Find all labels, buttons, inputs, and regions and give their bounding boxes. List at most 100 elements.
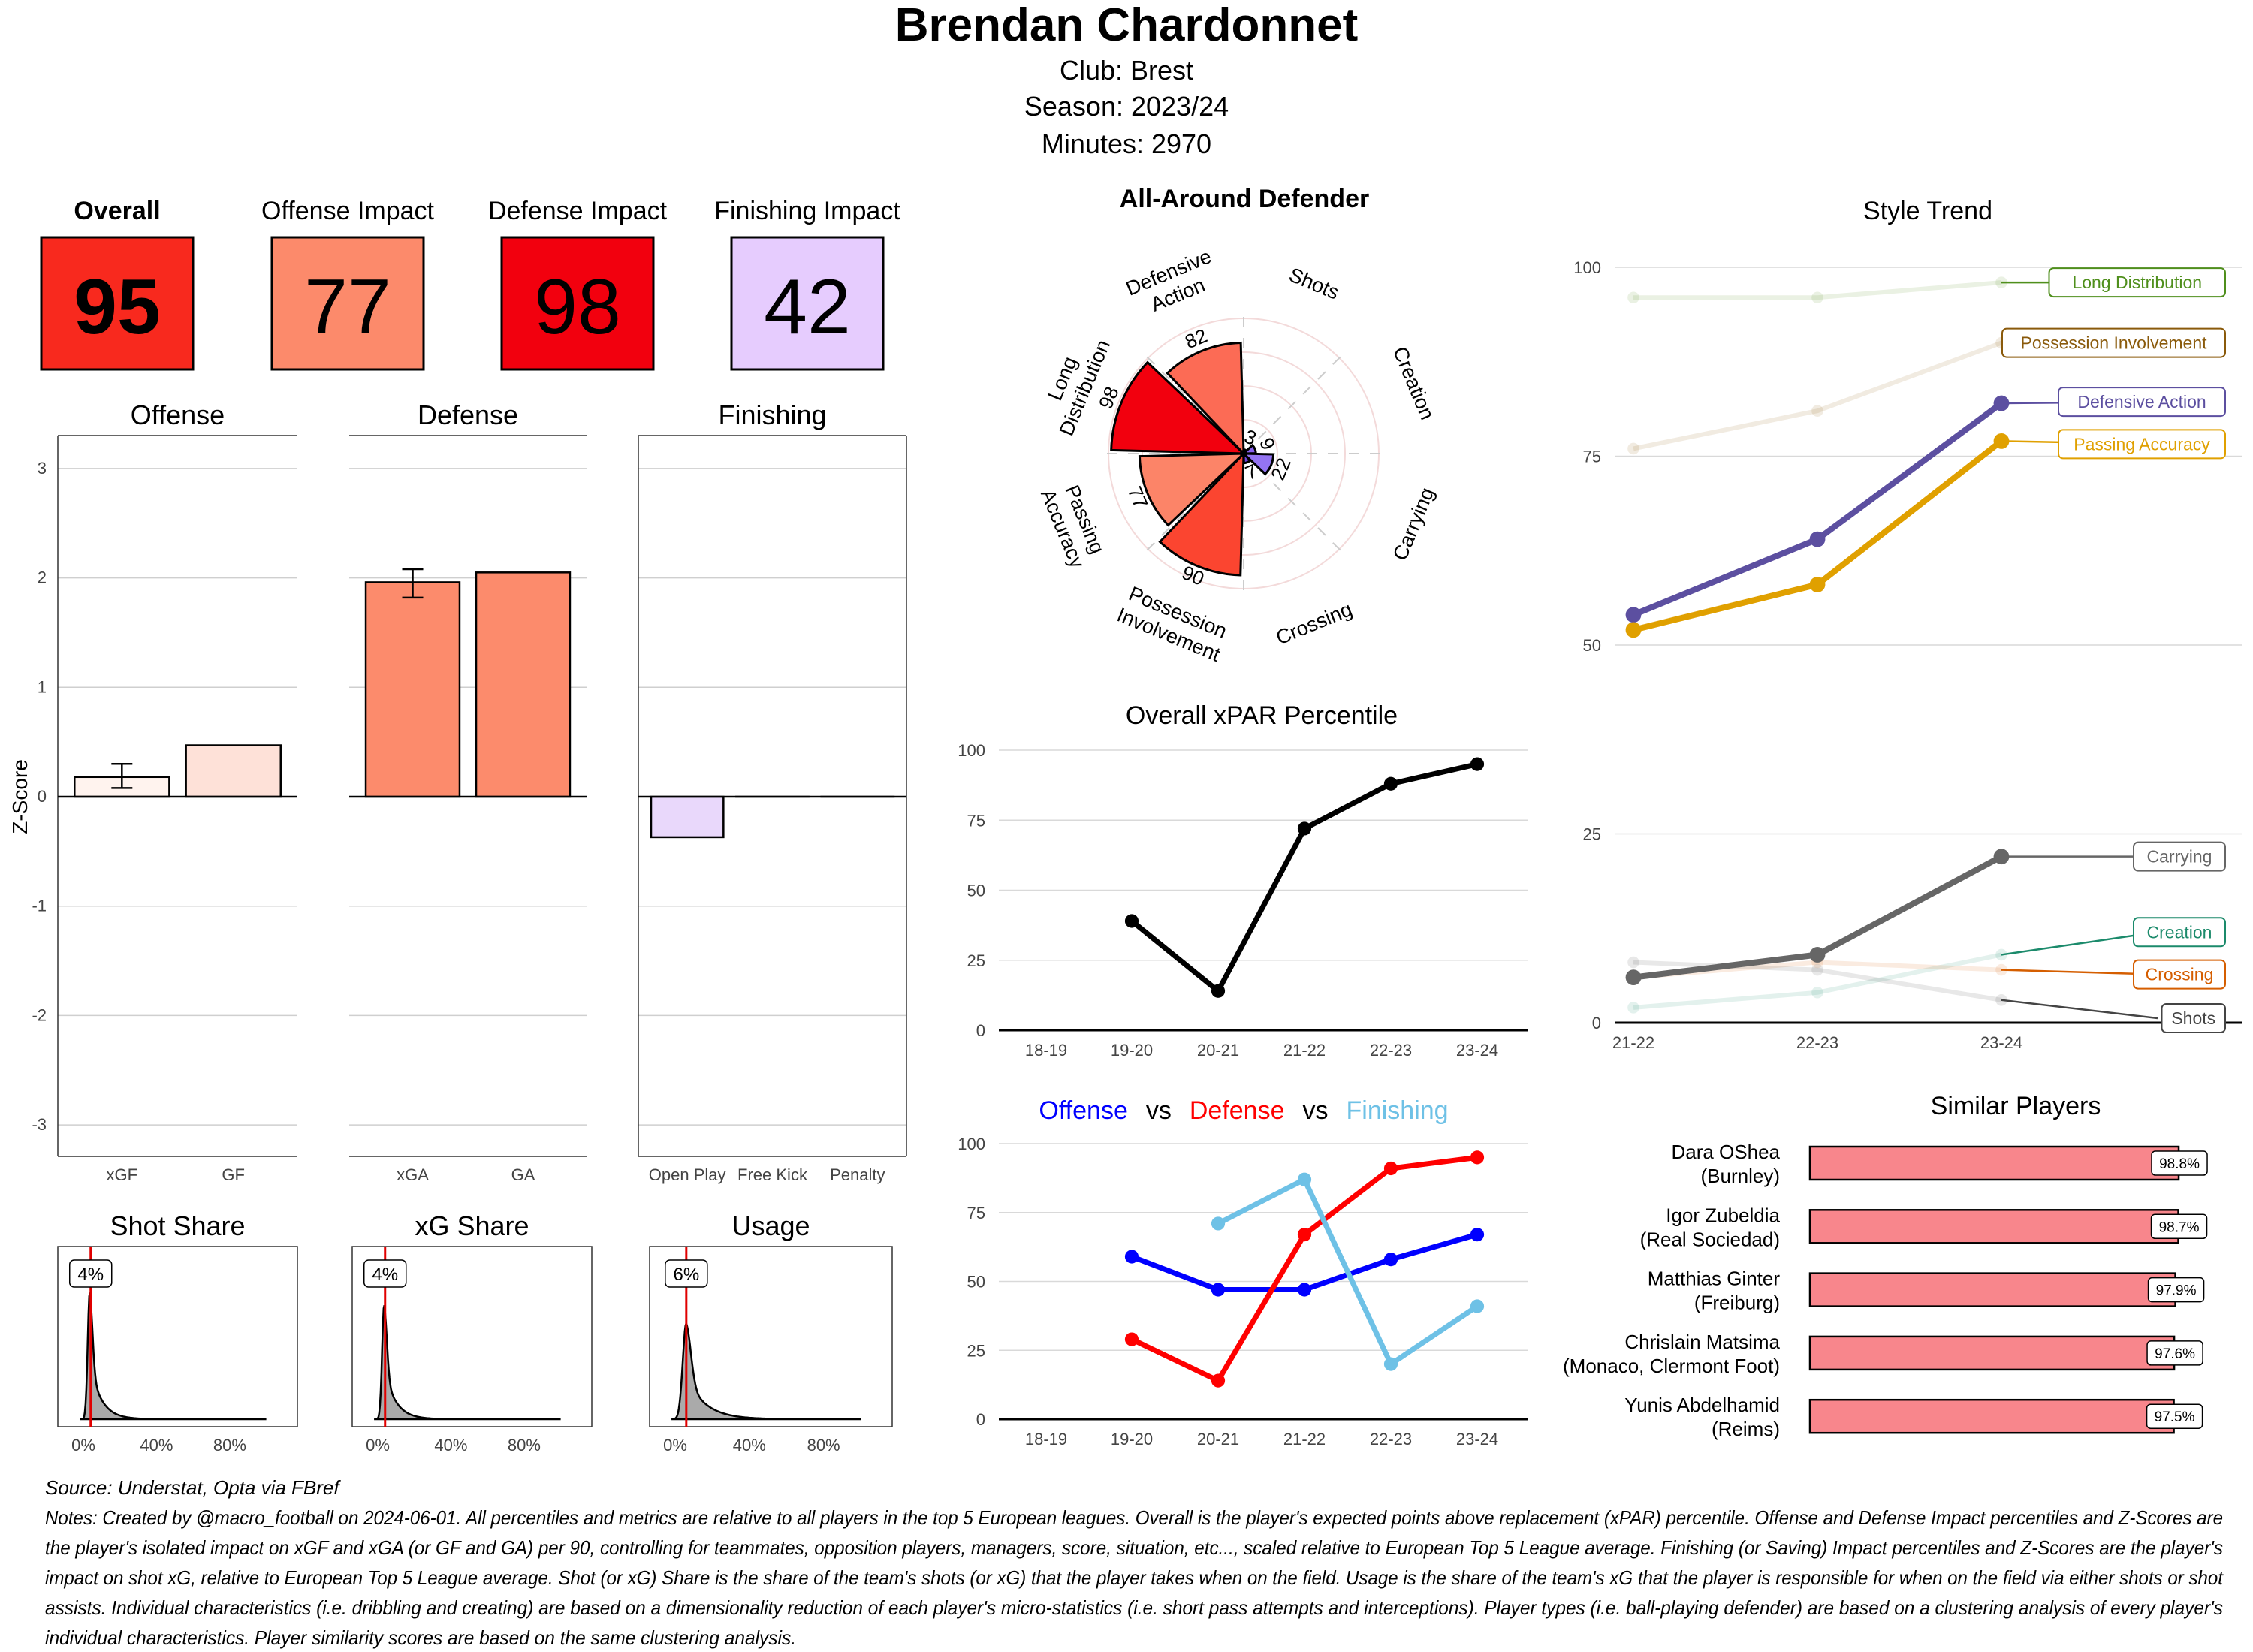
similar-player-name: Yunis Abdelhamid <box>1624 1394 1780 1416</box>
polar-style-chart: All-Around Defender3Shots9Creation22Carr… <box>1036 185 1439 666</box>
x-tick-label: 0% <box>663 1436 687 1455</box>
similarity-bar <box>1808 1335 2176 1371</box>
club-line: Club: Brest <box>1060 55 1193 86</box>
defense-point <box>1470 1150 1485 1165</box>
header: Brendan Chardonnet Club: Brest Season: 2… <box>895 0 1359 159</box>
title-part: vs <box>1303 1096 1329 1125</box>
x-tick-label: 0% <box>71 1436 95 1455</box>
chart-title: Overall xPAR Percentile <box>1126 701 1398 730</box>
density-curve <box>80 1292 267 1421</box>
panel-title: Usage <box>731 1210 810 1241</box>
notes-line-5: individual characteristics. Player simil… <box>45 1626 796 1649</box>
y-tick-label: 50 <box>967 882 985 900</box>
similarity-bar <box>1808 1209 2179 1244</box>
value-label-box <box>363 1259 407 1288</box>
x-tick-label: 21-22 <box>1283 1041 1326 1060</box>
polar-bar-defensive-action <box>1166 341 1245 457</box>
x-tick-label: 40% <box>733 1436 766 1455</box>
finishing-point <box>1383 1357 1398 1371</box>
finishing-point <box>1297 1172 1312 1186</box>
crossing-leader-line <box>2001 969 2158 975</box>
panel-border <box>351 1246 593 1427</box>
creation-point <box>1811 986 1823 999</box>
passing-accuracy-label-box <box>2058 429 2226 460</box>
defense-point <box>1297 1228 1312 1242</box>
impact-label: Defense Impact <box>488 197 668 225</box>
impact-value: 95 <box>74 264 161 351</box>
x-tick-label: 40% <box>140 1436 173 1455</box>
creation-label-box <box>2133 917 2226 948</box>
xpar-point <box>1470 757 1485 771</box>
y-tick-label: 0 <box>976 1410 985 1429</box>
xpar-point <box>1383 776 1398 791</box>
x-tick-label: 80% <box>508 1436 541 1455</box>
long-distribution-label: Long Distribution <box>2072 273 2202 292</box>
similarity-bar <box>1808 1398 2175 1434</box>
y-tick-label: 25 <box>967 1341 985 1360</box>
title-part: Offense <box>1039 1096 1127 1125</box>
y-tick-label: 25 <box>1583 825 1601 844</box>
creation-label: Creation <box>2147 922 2212 942</box>
y-tick-label: 75 <box>1583 448 1601 466</box>
impact-value: 77 <box>304 264 391 351</box>
finishing-point <box>1470 1299 1485 1313</box>
notes-line-3: impact on shot xG, relative to European … <box>45 1566 2224 1589</box>
long-distribution-label-box <box>2048 267 2226 298</box>
x-tick-label: xGF <box>107 1165 138 1184</box>
y-tick-label: 100 <box>1573 258 1601 277</box>
notes-line-1: Notes: Created by @macro_football on 202… <box>45 1506 2223 1529</box>
bar-open-play <box>650 795 725 839</box>
impact-box <box>500 236 655 371</box>
long-distribution-point <box>1811 291 1823 304</box>
offense-point <box>1470 1228 1485 1242</box>
panel-border <box>649 1246 893 1427</box>
similarity-label: 97.5% <box>2155 1409 2195 1425</box>
value-label: 4% <box>77 1265 104 1285</box>
x-tick-label: 40% <box>434 1436 467 1455</box>
footer: Source: Understat, Opta via FBref Notes:… <box>45 1476 2224 1649</box>
possession-involvement-line <box>1633 340 2003 451</box>
polar-bar-carrying <box>1241 452 1275 476</box>
polar-category-label: Creation <box>1389 343 1439 423</box>
carrying-point <box>1625 969 1642 986</box>
x-tick-label: xGA <box>397 1165 429 1184</box>
possession-involvement-label-box <box>2001 327 2226 358</box>
similarity-bar <box>1808 1145 2180 1181</box>
similarity-label-box <box>2146 1403 2203 1429</box>
shots-label: Shots <box>2171 1008 2215 1028</box>
possession-involvement-point <box>1627 442 1639 455</box>
similar-player-club: (Reims) <box>1712 1418 1780 1440</box>
x-tick-label: 23-24 <box>1456 1430 1498 1449</box>
passing-accuracy-label: Passing Accuracy <box>2074 434 2210 454</box>
zscore-bar-charts: Z-Score 3 2 1 0 -1 -2 -3 Offense xGF GF Defense xGA G… <box>8 399 907 1184</box>
polar-category-word: Shots <box>1286 264 1342 304</box>
x-tick-label: 19-20 <box>1111 1430 1153 1449</box>
x-tick-label: 23-24 <box>1456 1041 1498 1060</box>
notes-line-4: assists. Individual characteristics (i.e… <box>45 1596 2223 1619</box>
y-tick-label: 75 <box>967 1204 985 1222</box>
chart-title: Style Trend <box>1863 197 1992 225</box>
x-tick-label: 23-24 <box>1980 1033 2022 1052</box>
season-line: Season: 2023/24 <box>1024 91 1229 122</box>
y-tick-label: 1 <box>38 677 47 696</box>
polar-category-word: Carrying <box>1389 484 1439 564</box>
bar-ga <box>475 571 572 798</box>
defensive-action-label: Defensive Action <box>2077 392 2206 411</box>
y-tick-label: 25 <box>967 951 985 970</box>
defensive-action-point <box>1625 607 1642 623</box>
shots-leader-line <box>2001 999 2158 1020</box>
polar-category-label: PassingAccuracy <box>1036 477 1111 572</box>
crossing-point <box>1995 963 2007 976</box>
y-tick-label: -1 <box>32 897 47 915</box>
x-tick-label: 20-21 <box>1197 1041 1239 1060</box>
offense-point <box>1383 1253 1398 1267</box>
crossing-label: Crossing <box>2146 965 2214 984</box>
x-tick-label: 18-19 <box>1025 1430 1067 1449</box>
polar-category-label: DefensiveAction <box>1123 245 1224 322</box>
similarity-label-box <box>2151 1150 2208 1176</box>
defensive-action-point <box>1809 531 1826 547</box>
panel-title: xG Share <box>415 1210 529 1241</box>
x-tick-label: 80% <box>213 1436 246 1455</box>
offense-point <box>1211 1283 1226 1297</box>
